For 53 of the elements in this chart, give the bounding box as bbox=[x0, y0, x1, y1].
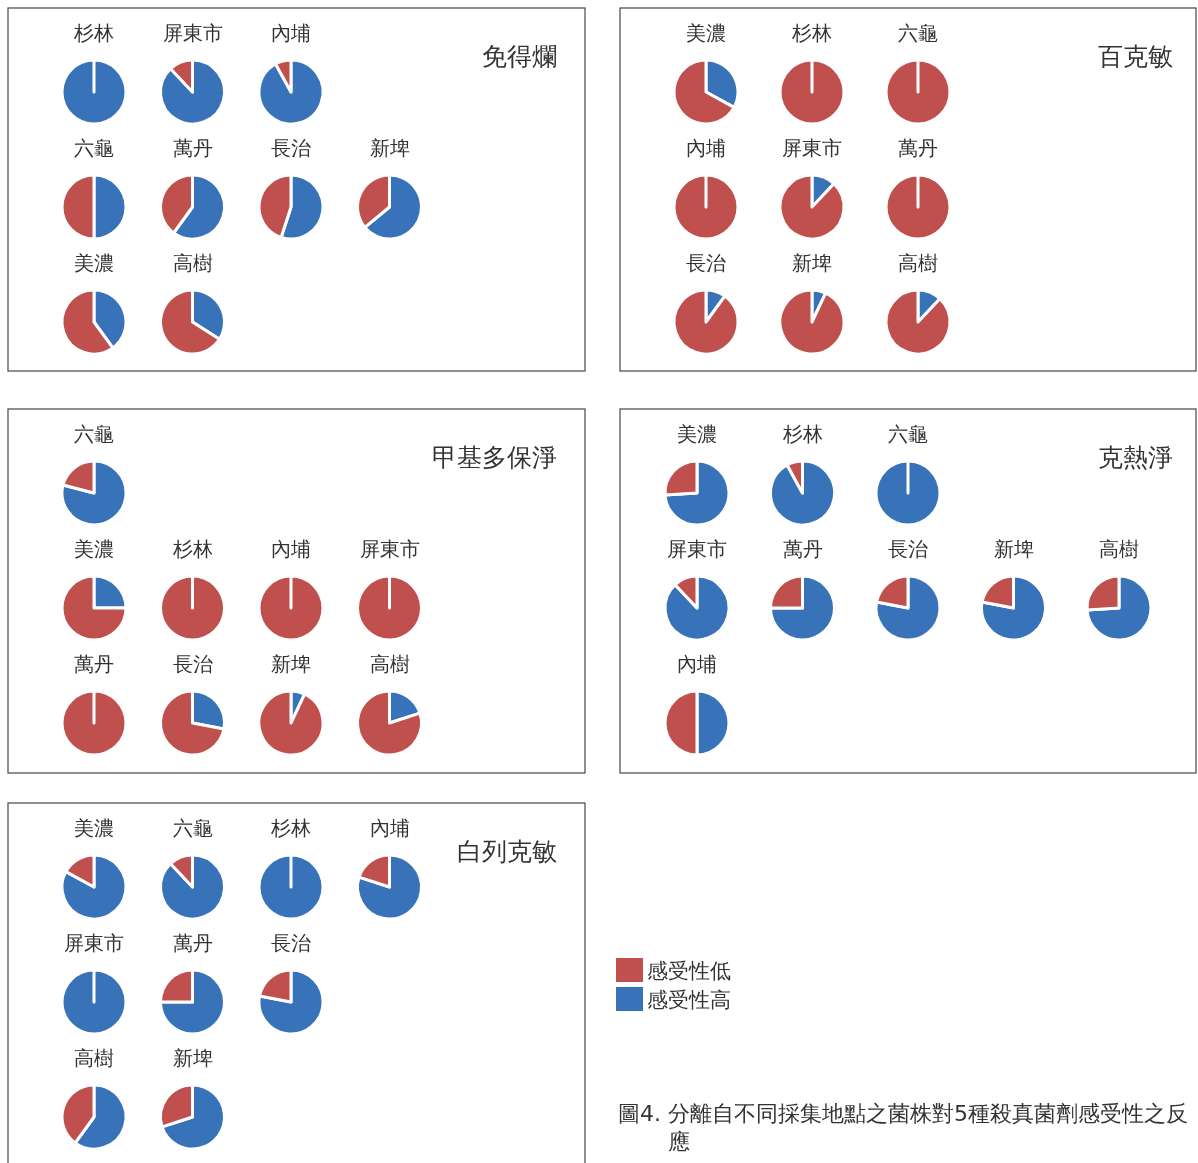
slice-label: 萬丹 bbox=[172, 136, 213, 160]
slice-label: 美濃 bbox=[74, 251, 114, 275]
slice-label: 屏東市 bbox=[64, 931, 124, 955]
slice-label: 高樹 bbox=[74, 1046, 114, 1070]
slice-label: 六龜 bbox=[74, 136, 114, 160]
slice-label: 屏東市 bbox=[782, 136, 842, 160]
slice-label: 內埔 bbox=[271, 21, 311, 45]
slice-label: 六龜 bbox=[172, 816, 213, 840]
slice-label: 萬丹 bbox=[898, 136, 938, 160]
slice-label: 新埤 bbox=[993, 537, 1034, 561]
text: 免得爛 bbox=[482, 42, 557, 71]
slice-label: 新埤 bbox=[369, 136, 410, 160]
slice-label: 長治 bbox=[888, 537, 928, 561]
text: 白列克敏 bbox=[457, 837, 557, 866]
slice-label: 長治 bbox=[271, 931, 311, 955]
slice-label: 萬丹 bbox=[782, 537, 823, 561]
slice-label: 新埤 bbox=[271, 652, 311, 676]
slice-label: 萬丹 bbox=[74, 652, 114, 676]
caption: 圖4. 分離自不同採集地點之菌株對5種殺真菌劑感受性之反應 bbox=[618, 1100, 1188, 1156]
slice-label: 六龜 bbox=[898, 21, 938, 45]
slice-label: 屏東市 bbox=[667, 537, 727, 561]
slice-label: 長治 bbox=[172, 652, 213, 676]
slice-label: 屏東市 bbox=[162, 21, 223, 45]
slice-label: 萬丹 bbox=[172, 931, 213, 955]
slice-label: 內埔 bbox=[271, 537, 311, 561]
text: 甲基多保淨 bbox=[432, 443, 557, 472]
slice-label: 新埤 bbox=[792, 251, 832, 275]
slice-label: 美濃 bbox=[74, 816, 114, 840]
slice-label: 長治 bbox=[271, 136, 311, 160]
legend-label: 感受性高 bbox=[647, 988, 731, 1012]
slice-label: 長治 bbox=[686, 251, 726, 275]
slice-label: 高樹 bbox=[172, 251, 213, 275]
slice-label: 高樹 bbox=[898, 251, 938, 275]
slice-label: 內埔 bbox=[686, 136, 726, 160]
slice-label: 美濃 bbox=[677, 422, 717, 446]
slice-label: 高樹 bbox=[1099, 537, 1139, 561]
text: 克熱淨 bbox=[1098, 443, 1173, 472]
slice-label: 新埤 bbox=[172, 1046, 213, 1070]
slice-label: 杉林 bbox=[791, 21, 832, 45]
slice-label: 杉林 bbox=[781, 422, 823, 446]
slice-label: 內埔 bbox=[677, 652, 717, 676]
slice-label: 美濃 bbox=[74, 537, 114, 561]
legend-label: 感受性低 bbox=[647, 959, 731, 983]
slice-label: 高樹 bbox=[369, 652, 410, 676]
slice-label: 內埔 bbox=[369, 816, 410, 840]
slice-label: 六龜 bbox=[74, 422, 114, 446]
slice-label: 杉林 bbox=[73, 21, 114, 45]
slice-label: 杉林 bbox=[270, 816, 311, 840]
slice-label: 屏東市 bbox=[359, 537, 420, 561]
slice-label: 六龜 bbox=[888, 422, 928, 446]
slice-label: 杉林 bbox=[171, 537, 213, 561]
text: 百克敏 bbox=[1098, 42, 1173, 71]
slice-label: 美濃 bbox=[686, 21, 726, 45]
